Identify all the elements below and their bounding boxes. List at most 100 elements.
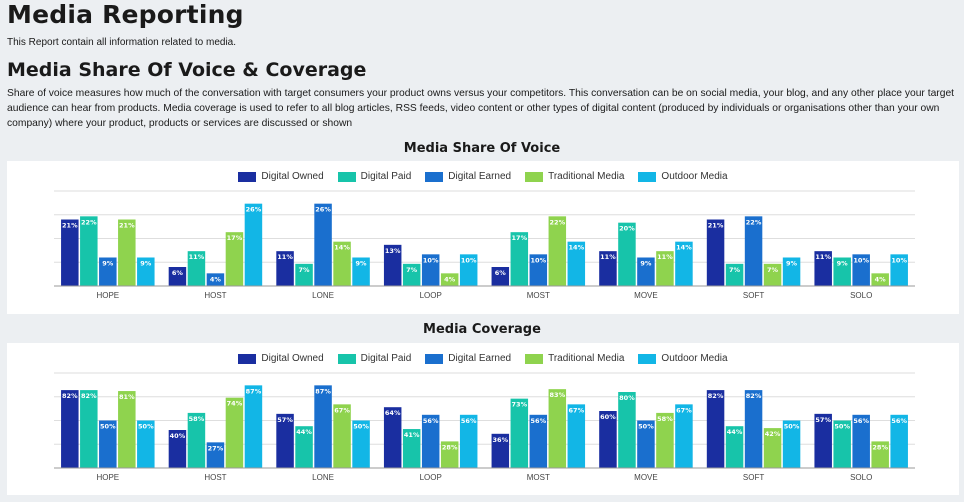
bar-digital-owned-move[interactable]	[599, 411, 617, 468]
x-tick-label: MOVE	[634, 291, 658, 300]
bar-digital-earned-most[interactable]	[529, 254, 548, 286]
bar-outdoor-media-most[interactable]	[567, 404, 586, 468]
bar-digital-paid-most[interactable]	[510, 398, 529, 468]
bar-traditional-media-host[interactable]	[225, 397, 244, 468]
legend-label: Digital Paid	[360, 353, 412, 364]
legend-traditional-media[interactable]: Traditional Media	[525, 171, 624, 182]
bar-outdoor-media-lone[interactable]	[352, 420, 370, 469]
data-label: 67%	[334, 406, 350, 414]
bar-digital-earned-lone[interactable]	[314, 203, 332, 286]
bar-traditional-media-lone[interactable]	[333, 241, 351, 286]
bar-digital-paid-lone[interactable]	[295, 263, 313, 286]
bar-digital-earned-move[interactable]	[637, 420, 655, 469]
bar-outdoor-media-lone[interactable]	[352, 257, 370, 287]
bar-traditional-media-lone[interactable]	[333, 404, 351, 468]
bar-digital-owned-lone[interactable]	[276, 251, 294, 286]
bar-digital-earned-move[interactable]	[637, 257, 655, 287]
bar-traditional-media-hope[interactable]	[118, 391, 136, 468]
bar-digital-owned-most[interactable]	[491, 267, 510, 286]
bar-outdoor-media-host[interactable]	[244, 385, 263, 468]
bar-traditional-media-loop[interactable]	[440, 273, 459, 286]
data-label: 17%	[227, 234, 243, 242]
bar-traditional-media-soft[interactable]	[763, 263, 782, 286]
bar-digital-paid-move[interactable]	[618, 222, 636, 286]
bar-outdoor-media-hope[interactable]	[137, 257, 155, 287]
legend-digital-earned[interactable]: Digital Earned	[425, 171, 511, 182]
bar-outdoor-media-solo[interactable]	[890, 414, 908, 468]
bar-digital-owned-soft[interactable]	[706, 390, 725, 468]
bar-outdoor-media-soft[interactable]	[782, 257, 801, 287]
bar-digital-owned-move[interactable]	[599, 251, 617, 286]
bar-digital-earned-host[interactable]	[206, 442, 225, 468]
bar-traditional-media-most[interactable]	[548, 389, 567, 468]
bar-digital-earned-solo[interactable]	[852, 414, 870, 468]
bar-digital-earned-most[interactable]	[529, 414, 548, 468]
bar-digital-earned-loop[interactable]	[421, 254, 440, 286]
bar-digital-owned-host[interactable]	[168, 430, 187, 468]
bar-digital-owned-soft[interactable]	[706, 219, 725, 287]
bar-digital-owned-hope[interactable]	[61, 390, 79, 468]
legend-digital-paid[interactable]: Digital Paid	[337, 171, 411, 182]
bar-digital-earned-solo[interactable]	[852, 254, 870, 286]
bar-digital-paid-lone[interactable]	[295, 426, 313, 468]
legend-digital-paid[interactable]: Digital Paid	[337, 353, 412, 364]
bar-traditional-media-most[interactable]	[548, 216, 567, 286]
bar-digital-owned-lone[interactable]	[276, 413, 294, 468]
bar-outdoor-media-host[interactable]	[244, 203, 263, 286]
bar-digital-earned-hope[interactable]	[99, 420, 117, 469]
bar-digital-owned-most[interactable]	[491, 433, 510, 468]
bar-digital-paid-host[interactable]	[187, 412, 206, 468]
bar-digital-earned-loop[interactable]	[421, 414, 440, 468]
bar-digital-paid-move[interactable]	[618, 392, 636, 468]
legend-traditional-media[interactable]: Traditional Media	[525, 353, 624, 364]
bar-outdoor-media-move[interactable]	[675, 404, 693, 468]
bar-digital-paid-solo[interactable]	[833, 420, 851, 469]
data-label: 9%	[640, 260, 652, 268]
bar-traditional-media-loop[interactable]	[440, 441, 459, 468]
data-label: 58%	[189, 415, 205, 423]
bar-digital-owned-hope[interactable]	[61, 219, 79, 287]
bar-traditional-media-solo[interactable]	[871, 273, 889, 286]
bar-outdoor-media-loop[interactable]	[459, 414, 478, 468]
bar-outdoor-media-soft[interactable]	[782, 420, 801, 469]
bar-digital-paid-soft[interactable]	[725, 426, 744, 468]
legend-outdoor-media[interactable]: Outdoor Media	[638, 171, 728, 182]
bar-traditional-media-hope[interactable]	[118, 219, 136, 287]
bar-digital-owned-loop[interactable]	[383, 244, 402, 286]
bar-outdoor-media-loop[interactable]	[459, 254, 478, 286]
bar-traditional-media-move[interactable]	[656, 412, 674, 468]
bar-digital-earned-host[interactable]	[206, 273, 225, 286]
bar-outdoor-media-hope[interactable]	[137, 420, 155, 469]
bar-digital-paid-soft[interactable]	[725, 263, 744, 286]
data-label: 50%	[638, 423, 654, 431]
bar-digital-owned-host[interactable]	[168, 267, 187, 286]
bar-digital-paid-hope[interactable]	[80, 390, 98, 468]
bar-outdoor-media-solo[interactable]	[890, 254, 908, 286]
legend-digital-owned[interactable]: Digital Owned	[238, 171, 324, 182]
bar-digital-paid-host[interactable]	[187, 251, 206, 286]
bar-digital-owned-loop[interactable]	[383, 407, 402, 468]
bar-traditional-media-host[interactable]	[225, 232, 244, 286]
x-tick-label: LONE	[312, 291, 334, 300]
bar-digital-earned-soft[interactable]	[744, 390, 763, 468]
bar-traditional-media-move[interactable]	[656, 251, 674, 286]
bar-outdoor-media-most[interactable]	[567, 241, 586, 286]
bar-traditional-media-solo[interactable]	[871, 441, 889, 468]
bar-digital-paid-hope[interactable]	[80, 216, 98, 286]
bar-traditional-media-soft[interactable]	[763, 428, 782, 468]
data-label: 80%	[619, 394, 635, 402]
legend-outdoor-media[interactable]: Outdoor Media	[638, 353, 728, 364]
bar-digital-paid-loop[interactable]	[402, 429, 421, 468]
bar-digital-paid-most[interactable]	[510, 232, 529, 286]
bar-digital-earned-soft[interactable]	[744, 216, 763, 286]
legend-digital-earned[interactable]: Digital Earned	[425, 353, 511, 364]
legend-digital-owned[interactable]: Digital Owned	[238, 353, 324, 364]
bar-digital-owned-solo[interactable]	[814, 251, 832, 286]
bar-outdoor-media-move[interactable]	[675, 241, 693, 286]
bar-digital-paid-solo[interactable]	[833, 257, 851, 287]
bar-digital-earned-lone[interactable]	[314, 385, 332, 468]
bar-digital-paid-loop[interactable]	[402, 263, 421, 286]
bar-digital-earned-hope[interactable]	[99, 257, 117, 287]
bar-digital-owned-solo[interactable]	[814, 413, 832, 468]
data-label: 44%	[727, 428, 743, 436]
